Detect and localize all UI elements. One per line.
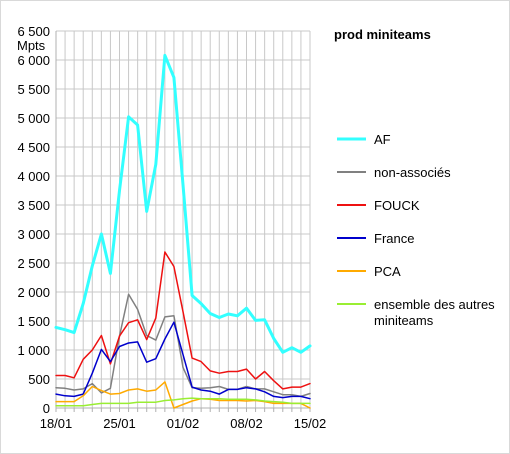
y-tick-label: 6 000: [17, 53, 50, 68]
legend-label: PCA: [374, 264, 401, 279]
y-tick-label: 2 500: [17, 256, 50, 271]
y-tick-label: 2 000: [17, 285, 50, 300]
y-tick-label: 0: [43, 401, 50, 416]
x-tick-label: 01/02: [167, 416, 200, 431]
x-tick-label: 08/02: [230, 416, 263, 431]
x-tick-label: 18/01: [40, 416, 73, 431]
series-line-ensemble-des-autres-miniteams: [55, 397, 311, 407]
y-tick-label: 3 000: [17, 227, 50, 242]
grid-lines: [55, 30, 311, 409]
y-tick-label: 4 500: [17, 140, 50, 155]
y-tick-label: 6 500: [17, 24, 50, 39]
legend-label: ensemble des autres miniteams: [374, 297, 495, 328]
series-lines: [54, 53, 312, 409]
y-tick-labels: 0 500 1 000 1 500 2 000 2 500 3 000 3 500 4 000 4…: [17, 24, 50, 416]
legend-label: FOUCK: [374, 198, 420, 213]
axes: [55, 31, 311, 412]
legend-label: France: [374, 231, 414, 246]
y-tick-label: 4 000: [17, 169, 50, 184]
x-tick-labels: 18/01 25/01 01/02 08/02 15/02: [40, 416, 327, 431]
legend-label: AF: [374, 132, 391, 147]
series-line-france: [55, 321, 311, 400]
legend: AF non-associés FOUCK France PCA ensemble des…: [337, 132, 495, 328]
y-tick-label: 500: [28, 372, 50, 387]
y-axis-unit: Mpts: [17, 38, 46, 53]
x-tick-label: 25/01: [103, 416, 136, 431]
y-tick-label: 1 000: [17, 343, 50, 358]
y-tick-label: 3 500: [17, 198, 50, 213]
y-tick-label: 1 500: [17, 314, 50, 329]
y-tick-label: 5 500: [17, 82, 50, 97]
y-tick-label: 5 000: [17, 111, 50, 126]
series-line-af: [54, 53, 312, 354]
series-line-pca: [55, 381, 311, 409]
legend-label: non-associés: [374, 165, 451, 180]
chart-title: prod miniteams: [334, 27, 431, 42]
series-line-fouck: [55, 251, 311, 390]
x-tick-label: 15/02: [294, 416, 327, 431]
